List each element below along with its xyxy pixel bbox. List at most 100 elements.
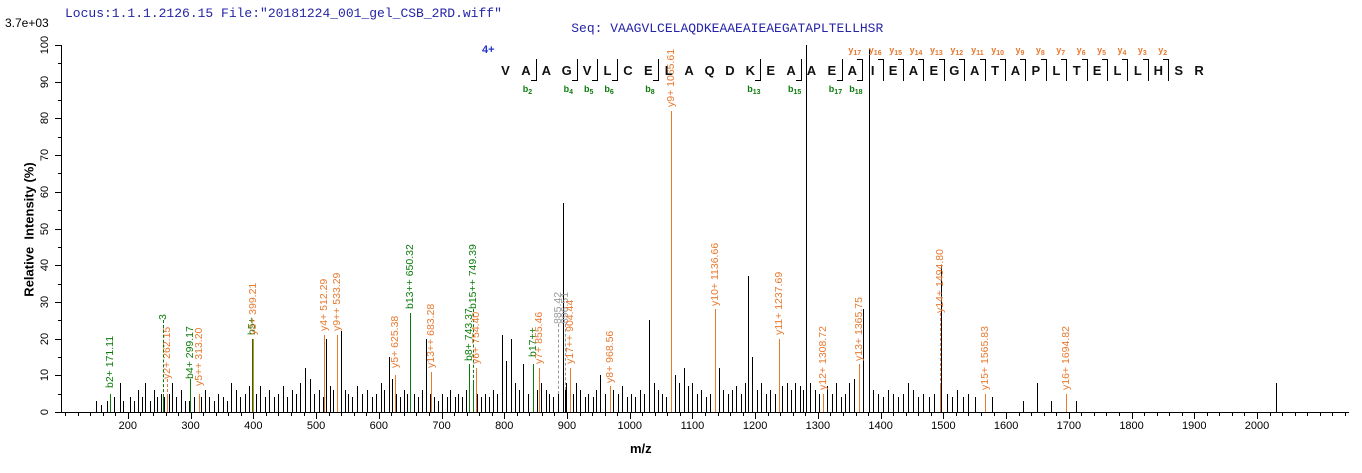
x-axis-tick xyxy=(943,413,945,419)
x-axis-tick xyxy=(240,413,242,416)
x-axis-tick-label: 1100 xyxy=(680,420,705,432)
x-axis-tick xyxy=(918,413,920,416)
x-axis-tick xyxy=(930,413,932,416)
peak xyxy=(765,393,767,412)
peak xyxy=(897,397,899,412)
peak xyxy=(1051,400,1053,412)
peptide-residue: A xyxy=(969,63,980,78)
peak xyxy=(269,389,270,412)
fragment-divider xyxy=(535,59,537,81)
y-axis-tick xyxy=(55,155,61,157)
peak xyxy=(161,393,163,412)
fragment-divider-arm xyxy=(857,80,863,81)
x-axis-tick xyxy=(667,413,669,416)
peak xyxy=(639,389,641,412)
peptide-residue: V xyxy=(582,63,592,78)
x-axis-tick xyxy=(353,413,355,416)
x-axis-tick xyxy=(403,413,405,416)
x-axis-tick xyxy=(479,413,481,416)
peak xyxy=(718,367,720,412)
peak xyxy=(319,389,321,412)
peak xyxy=(314,393,316,412)
x-axis-tick xyxy=(993,413,995,416)
peak xyxy=(902,393,904,412)
fragment-divider xyxy=(1107,59,1108,81)
peak xyxy=(477,393,479,412)
peptide-residue: A xyxy=(847,63,857,78)
peak xyxy=(149,400,151,412)
x-axis-tick-label: 1900 xyxy=(1182,420,1207,432)
peak xyxy=(462,397,464,412)
x-axis-tick xyxy=(1119,413,1121,416)
peptide-residue: C xyxy=(623,63,633,78)
x-axis-tick xyxy=(1144,413,1146,416)
peak xyxy=(344,389,346,412)
peak xyxy=(157,397,159,412)
peak xyxy=(545,389,547,412)
fragment-divider xyxy=(1168,59,1170,81)
b-ion-mark: b6 xyxy=(604,84,614,96)
peptide-residue: A xyxy=(786,63,796,78)
peak xyxy=(863,309,865,412)
y-axis-tick-label: 30 xyxy=(39,295,51,309)
x-axis-tick xyxy=(1244,413,1246,416)
y-axis-tick xyxy=(55,412,61,413)
peak xyxy=(840,397,842,412)
peak xyxy=(805,45,807,412)
x-axis-tick xyxy=(855,413,857,416)
x-axis-tick xyxy=(178,413,180,416)
y-axis-tick-label: 20 xyxy=(39,332,51,345)
x-axis-tick xyxy=(1206,413,1208,416)
peak xyxy=(1076,400,1078,412)
peak xyxy=(565,382,567,412)
x-axis-tick xyxy=(955,413,957,416)
ion-label: y17++ 904.44 xyxy=(563,300,576,365)
ion-peak xyxy=(557,393,559,412)
x-axis-tick xyxy=(629,413,631,419)
x-axis-tick-label: 1300 xyxy=(805,420,831,432)
peak xyxy=(429,393,431,412)
x-axis-tick xyxy=(328,413,330,416)
ion-peak xyxy=(984,393,986,412)
x-axis-tick-label: 1500 xyxy=(931,420,956,432)
peak xyxy=(1275,382,1277,412)
y-ion-mark: y10 xyxy=(991,45,1004,57)
ion-label: b15++ 749.39 xyxy=(466,244,479,310)
x-axis-tick xyxy=(504,413,506,419)
sequence-header-value: VAAGVLCELAQDKEAAEAIEAEGATAPLTELLHSR xyxy=(610,21,884,36)
ion-peak xyxy=(778,338,780,412)
x-axis-tick xyxy=(1194,413,1196,419)
peak xyxy=(548,393,550,412)
y-axis-tick xyxy=(58,356,61,358)
peak xyxy=(484,393,486,412)
ion-peak xyxy=(609,386,611,412)
ion-peak xyxy=(162,397,164,412)
peak xyxy=(723,389,725,412)
x-axis-tick xyxy=(880,413,882,419)
x-axis-tick xyxy=(1006,413,1008,419)
peak xyxy=(572,393,574,412)
fragment-divider-arm xyxy=(592,80,597,81)
peak xyxy=(649,320,651,412)
peak xyxy=(917,397,919,412)
y-ion-mark: y11 xyxy=(971,45,984,57)
x-axis-tick xyxy=(77,413,79,416)
peak xyxy=(95,400,97,412)
fragment-divider-arm xyxy=(1163,59,1169,60)
peak xyxy=(442,393,444,412)
ion-label: y13+ 1365.75 xyxy=(853,296,866,361)
ion-label: b2+ 171.11 xyxy=(103,336,116,389)
ion-peak xyxy=(823,393,825,412)
ion-label: y5++ 313.20 xyxy=(192,327,205,387)
y-axis-tick-label: 100 xyxy=(39,35,51,55)
peak xyxy=(827,386,829,412)
x-axis-tick xyxy=(604,413,606,416)
peak xyxy=(617,393,619,412)
peptide-residue: D xyxy=(725,63,735,78)
peptide-residue: R xyxy=(1194,63,1204,78)
peak xyxy=(235,389,237,412)
ion-peak xyxy=(539,367,541,412)
base-peak-intensity-label: 3.7e+03 xyxy=(5,16,49,30)
peak xyxy=(844,393,846,412)
